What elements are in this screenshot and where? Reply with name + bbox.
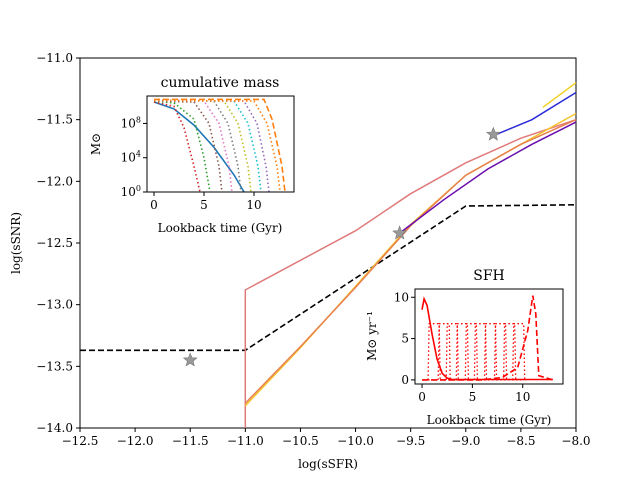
main-series-line-4: [399, 121, 577, 234]
main-x-axis-label: log(sSFR): [298, 457, 358, 471]
inset2-series-line-1: [422, 295, 554, 381]
inset1-series-group: [153, 98, 286, 193]
main-y-tick-label-0: −14.0: [36, 421, 73, 435]
main-y-ticks: −14.0 −13.5 −13.0 −12.5 −12.0 −11.5 −11.0: [36, 51, 80, 435]
inset2-y-ticks: 0 5 10: [394, 290, 415, 387]
main-star-marker-1: [392, 225, 408, 240]
main-series-line-1: [244, 118, 577, 428]
inset2-dotted-burst-8: [502, 323, 517, 380]
main-x-tick-label-7: −9.0: [451, 434, 480, 448]
inset1-y-axis-label: M⊙: [89, 133, 103, 155]
inset2-y-tick-label-2: 10: [394, 290, 409, 304]
inset2-x-tick-label-2: 10: [515, 390, 530, 404]
main-y-tick-label-3: −12.5: [36, 236, 73, 250]
main-y-tick-label-6: −11.0: [36, 51, 73, 65]
inset-sfh: 0 5 10 0 5 10 SFH Lookback time (Gyr) M⊙ yr⁻…: [365, 268, 564, 427]
inset2-dotted-burst-6: [483, 323, 498, 380]
main-series-line-0: [80, 204, 577, 352]
inset2-dotted-burst-7: [493, 323, 508, 380]
inset1-x-tick-label-0: 0: [150, 198, 158, 212]
main-chart: −12.5 −12.0 −11.5 −11.0 −10.5 −10.0 −9.5 −9.0 −8…: [9, 51, 591, 471]
main-x-ticks: −12.5 −12.0 −11.5 −11.0 −10.5 −10.0 −9.5 −9.0 −8…: [62, 428, 591, 448]
main-y-axis-label: log(sSNR): [9, 212, 23, 274]
inset1-y-tick-label-1: 104: [121, 150, 141, 165]
main-y-tick-label-2: −13.0: [36, 298, 73, 312]
inset1-y-tick-label-0: 100: [121, 184, 141, 199]
main-x-tick-label-5: −10.0: [337, 434, 374, 448]
inset2-title: SFH: [473, 268, 505, 284]
main-x-tick-label-4: −10.5: [282, 434, 319, 448]
inset1-background: [147, 96, 294, 192]
inset1-y-ticks: 100 104 108: [121, 115, 147, 199]
main-y-tick-label-4: −12.0: [36, 174, 73, 188]
main-x-tick-label-3: −11.0: [227, 434, 264, 448]
inset1-x-tick-label-1: 5: [200, 198, 208, 212]
inset2-x-ticks: 0 5 10: [418, 384, 530, 404]
inset2-dotted-burst-4: [464, 323, 479, 380]
inset2-dotted-burst-9: [512, 323, 526, 380]
inset1-x-tick-label-2: 10: [246, 198, 261, 212]
inset-cumulative-mass: 0 5 10 100 104 108 cumulative mass Lookback …: [89, 75, 295, 235]
inset2-y-tick-label-1: 5: [401, 332, 409, 346]
main-series-group: [80, 82, 577, 428]
inset1-x-ticks: 0 5 10: [150, 192, 262, 212]
main-x-tick-label-9: −8.0: [561, 434, 590, 448]
inset2-dotted-burst-5: [473, 323, 488, 380]
main-star-marker-2: [485, 126, 501, 141]
main-series-line-6: [542, 82, 577, 108]
inset2-dotted-burst-0: [427, 323, 441, 380]
main-markers-group: [182, 126, 501, 367]
inset1-series-line-10: [154, 98, 286, 193]
main-x-tick-label-8: −8.5: [506, 434, 535, 448]
inset2-frame: [414, 288, 564, 385]
inset1-series-line-2: [153, 100, 211, 193]
inset2-dotted-burst-3: [455, 323, 470, 380]
inset2-y-axis-label: M⊙ yr⁻¹: [365, 311, 379, 361]
inset2-x-tick-label-0: 0: [418, 390, 426, 404]
main-x-tick-label-2: −11.5: [172, 434, 209, 448]
inset2-y-tick-label-0: 0: [401, 373, 409, 387]
inset2-x-axis-label: Lookback time (Gyr): [427, 413, 552, 427]
main-y-tick-label-1: −13.5: [36, 359, 73, 373]
main-series-line-5: [493, 91, 577, 137]
inset2-x-tick-label-1: 5: [469, 390, 477, 404]
inset2-dotted-burst-2: [445, 323, 459, 380]
inset2-background: [415, 289, 563, 384]
inset1-series-line-0: [153, 101, 245, 193]
main-x-tick-label-0: −12.5: [62, 434, 99, 448]
main-star-marker-0: [182, 352, 198, 367]
inset1-series-line-6: [153, 99, 252, 193]
main-series-line-3: [244, 119, 577, 404]
inset1-y-tick-label-2: 108: [121, 115, 141, 130]
inset2-dotted-burst-1: [437, 323, 451, 380]
inset1-title: cumulative mass: [161, 75, 280, 91]
inset1-x-axis-label: Lookback time (Gyr): [158, 221, 283, 235]
main-y-tick-label-5: −11.5: [36, 113, 73, 127]
inset1-frame: [146, 95, 295, 193]
inset1-series-line-1: [153, 101, 201, 193]
inset2-series-line-0: [421, 296, 553, 381]
inset2-series-group: [421, 295, 554, 381]
main-x-tick-label-1: −12.0: [117, 434, 154, 448]
main-x-tick-label-6: −9.5: [396, 434, 425, 448]
